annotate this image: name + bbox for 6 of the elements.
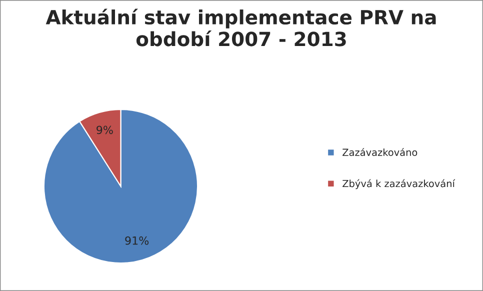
legend-label: Zbývá k zazávazkování (342, 179, 456, 190)
data-label: 9% (96, 126, 113, 134)
legend-label: Zazávazkováno (342, 148, 418, 156)
pie-slice (43, 108, 198, 264)
chart-title: Aktuální stav implementace PRV na období 2007 - 2013 (46, 8, 436, 46)
data-label: 91% (125, 236, 149, 245)
